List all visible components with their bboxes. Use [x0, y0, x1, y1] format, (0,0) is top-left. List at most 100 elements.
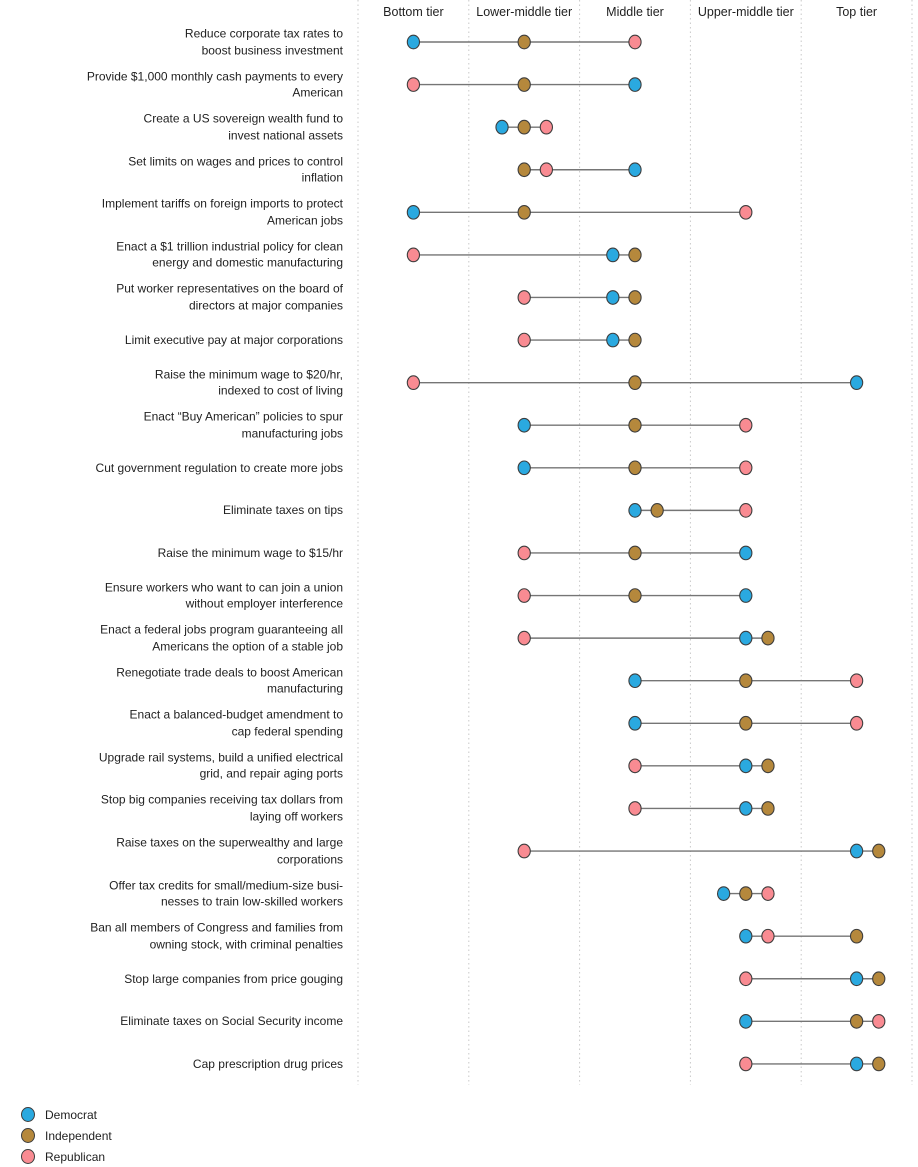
- dot-republican: [406, 375, 421, 390]
- policy-label: Raise the minimum wage to $20/hr, indexe…: [154, 367, 343, 398]
- dot-independent: [628, 332, 642, 348]
- dot-independent: [628, 545, 642, 561]
- dot-republican: [539, 119, 554, 135]
- dot-republican: [628, 758, 642, 774]
- policy-label: Provide $1,000 monthly cash payments to …: [86, 69, 343, 100]
- dot-democrat: [739, 758, 753, 774]
- dot-democrat: [628, 77, 642, 92]
- democrat-dot-icon: [21, 1107, 35, 1122]
- dot-republican: [628, 34, 642, 50]
- dot-democrat: [406, 34, 421, 50]
- dot-independent: [761, 758, 775, 774]
- policy-label: Upgrade rail systems, build a unified el…: [98, 750, 343, 781]
- dot-democrat: [606, 247, 620, 263]
- policy-label: Cap prescription drug prices: [192, 1056, 343, 1071]
- legend-item: Democrat: [21, 1104, 112, 1125]
- dot-democrat: [495, 119, 509, 135]
- dot-democrat: [406, 204, 421, 220]
- dot-democrat: [739, 545, 753, 561]
- dot-independent: [872, 971, 886, 987]
- dot-democrat: [628, 715, 642, 731]
- dot-republican: [761, 886, 775, 901]
- dot-democrat: [849, 843, 864, 859]
- dot-democrat: [739, 801, 753, 816]
- republican-dot-icon: [21, 1149, 35, 1164]
- dot-republican: [517, 290, 531, 305]
- dot-democrat: [739, 588, 753, 603]
- policy-label: Enact a balanced-budget amendment to cap…: [129, 707, 343, 739]
- dot-republican: [761, 928, 775, 944]
- dot-republican: [539, 162, 554, 178]
- dot-republican: [406, 247, 421, 263]
- plot-canvas: [357, 0, 913, 1085]
- dot-independent: [517, 119, 531, 135]
- tier-header: Top tier: [836, 5, 878, 19]
- dot-democrat: [517, 460, 531, 476]
- policy-label: Set limits on wages and prices to contro…: [128, 154, 343, 185]
- dot-democrat: [606, 290, 620, 305]
- policy-label: Put worker representatives on the board …: [116, 281, 343, 313]
- policy-label: Renegotiate trade deals to boost America…: [116, 665, 343, 696]
- dot-republican: [739, 971, 753, 987]
- policy-label: Offer tax credits for small/medium-size …: [109, 878, 343, 909]
- policy-label: Create a US sovereign wealth fund to inv…: [143, 111, 343, 143]
- dot-democrat: [517, 417, 531, 433]
- dot-republican: [406, 77, 421, 92]
- tier-header: Middle tier: [606, 5, 664, 19]
- dot-independent: [739, 715, 753, 731]
- dot-republican: [849, 715, 864, 731]
- policy-label: Implement tariffs on foreign imports to …: [101, 196, 343, 228]
- dot-independent: [849, 928, 864, 944]
- policy-label: Eliminate taxes on tips: [222, 503, 343, 518]
- dot-independent: [628, 417, 642, 433]
- policy-label: Ban all members of Congress and families…: [90, 920, 343, 952]
- dot-democrat: [606, 332, 620, 348]
- policy-label: Eliminate taxes on Social Security incom…: [120, 1014, 343, 1029]
- dot-democrat: [739, 630, 753, 646]
- dot-independent: [517, 162, 531, 178]
- legend-item: Independent: [21, 1125, 112, 1146]
- policy-label: Raise the minimum wage to $15/hr: [157, 545, 343, 560]
- tier-header: Upper-middle tier: [697, 5, 794, 19]
- dot-independent: [628, 247, 642, 263]
- dot-independent: [628, 375, 642, 390]
- dot-independent: [628, 588, 642, 603]
- dot-republican: [849, 673, 864, 689]
- dot-democrat: [628, 673, 642, 689]
- dot-republican: [739, 417, 753, 433]
- dot-republican: [739, 204, 753, 220]
- policy-label: Raise taxes on the superwealthy and larg…: [116, 835, 343, 867]
- dot-republican: [517, 630, 531, 646]
- dot-independent: [739, 886, 753, 901]
- dot-democrat: [849, 375, 864, 390]
- legend-label: Independent: [45, 1128, 112, 1143]
- dot-independent: [739, 673, 753, 689]
- policy-label: Enact a $1 trillion industrial policy fo…: [116, 239, 343, 270]
- dot-independent: [517, 34, 531, 50]
- dot-democrat: [739, 1013, 753, 1029]
- policy-label: Cut government regulation to create more…: [95, 460, 343, 475]
- legend-label: Democrat: [45, 1107, 98, 1122]
- dot-independent: [849, 1013, 864, 1029]
- dot-independent: [761, 801, 775, 816]
- dot-republican: [517, 588, 531, 603]
- dot-democrat: [849, 971, 864, 987]
- dot-republican: [628, 801, 642, 816]
- dot-democrat: [849, 1056, 864, 1072]
- dot-independent: [872, 1056, 886, 1072]
- dot-independent: [628, 290, 642, 305]
- dot-republican: [517, 843, 531, 859]
- dot-independent: [628, 460, 642, 476]
- policy-label: Stop big companies receiving tax dollars…: [100, 792, 343, 824]
- tier-dot-plot: Bottom tier Lower-middle tier Middle tier U…: [86, 0, 913, 1085]
- legend-label: Republican: [45, 1149, 106, 1164]
- policy-label: Enact “Buy American” policies to spur ma…: [143, 409, 343, 441]
- dot-independent: [761, 630, 775, 646]
- dot-republican: [872, 1013, 886, 1029]
- dot-independent: [650, 503, 664, 518]
- dot-democrat: [628, 503, 642, 518]
- policy-label: Ensure workers who want to can join a un…: [104, 580, 343, 611]
- legend-item: Republican: [21, 1146, 112, 1167]
- tier-header: Lower-middle tier: [476, 5, 573, 19]
- dot-independent: [517, 77, 531, 92]
